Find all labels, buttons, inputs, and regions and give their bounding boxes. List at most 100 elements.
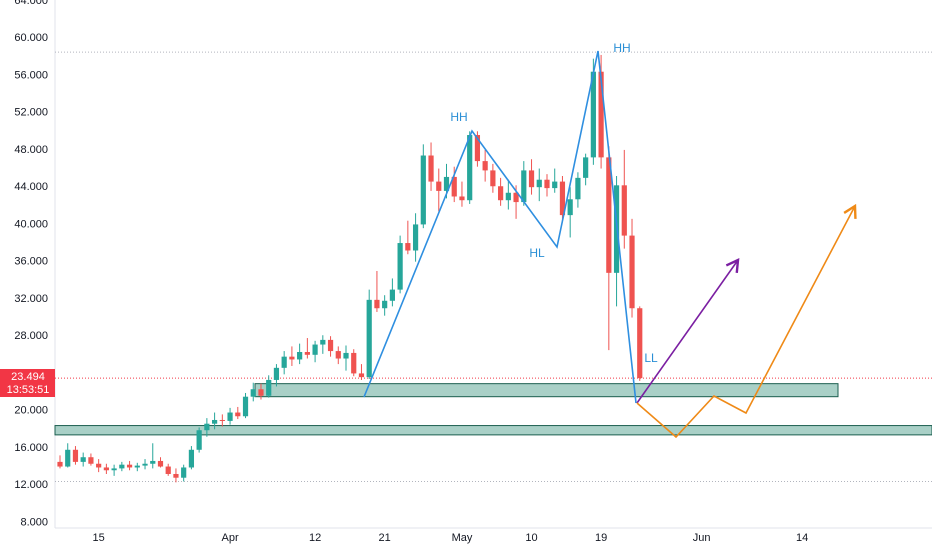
support-zone (254, 383, 839, 398)
candle-body (606, 157, 612, 273)
y-tick-label: 56.000 (14, 69, 48, 81)
candle-body (521, 170, 527, 203)
candle-body (397, 243, 403, 290)
axes: 8.000 12.000 16.000 20.000 28.000 32.000 36.00… (14, 0, 808, 544)
candle-body (188, 449, 195, 468)
candle-body (266, 379, 272, 396)
candle-body (320, 339, 326, 345)
candle-body (351, 352, 357, 374)
support-zone (54, 425, 932, 436)
candle-body (544, 179, 550, 189)
candle-body (467, 135, 473, 201)
drawings (363, 50, 857, 439)
candle-body (72, 449, 79, 462)
projection-arrow (636, 258, 740, 404)
y-tick-label: 48.000 (14, 144, 48, 156)
candle-body (119, 464, 125, 469)
x-tick-label: May (452, 532, 473, 544)
candle-body (382, 300, 388, 309)
annotation-label: HL (529, 246, 545, 260)
candle-body (273, 367, 280, 380)
candle-body (343, 352, 349, 359)
candle-body (204, 423, 210, 431)
candle-body (103, 467, 109, 471)
candle-body (250, 389, 256, 397)
candle-body (142, 463, 148, 466)
candle-body (212, 419, 218, 424)
candle-body (358, 373, 365, 378)
x-tick-label: Jun (693, 532, 711, 544)
candle-body (227, 412, 233, 421)
candle-body (80, 457, 86, 462)
y-tick-label: 12.000 (14, 479, 48, 491)
candle-body (96, 463, 102, 468)
y-tick-label: 8.000 (20, 516, 48, 528)
y-tick-label: 20.000 (14, 405, 48, 417)
candle-body (181, 467, 187, 478)
candle-body (505, 192, 511, 201)
candle-body (482, 161, 488, 171)
x-tick-label: 19 (595, 532, 607, 544)
y-tick-label: 36.000 (14, 256, 48, 268)
candle-body (304, 352, 310, 355)
candle-body (559, 181, 566, 216)
y-tick-label: 64.000 (14, 0, 48, 7)
candle-body (443, 176, 450, 191)
x-tick-label: 12 (309, 532, 321, 544)
x-tick-label: Apr (221, 532, 238, 544)
candle-body (335, 351, 341, 359)
last-price: 23.494 (11, 371, 45, 383)
candle-body (536, 179, 542, 188)
countdown: 13:53:51 (7, 384, 50, 396)
candle-body (289, 356, 295, 360)
candle-body (150, 460, 156, 464)
x-tick-label: 14 (796, 532, 808, 544)
candle-body (552, 181, 558, 189)
candle-body (637, 308, 643, 379)
y-tick-label: 32.000 (14, 293, 48, 305)
y-tick-label: 52.000 (14, 107, 48, 119)
annotation-label: HH (450, 110, 467, 124)
candle-body (389, 289, 395, 301)
candle-body (629, 235, 635, 309)
candle-body (459, 196, 465, 201)
candle-body (498, 186, 504, 201)
candle-body (65, 449, 71, 467)
candle-body (420, 155, 426, 225)
candle-body (196, 430, 202, 450)
candle-body (242, 396, 249, 417)
candle-body (126, 464, 133, 468)
candle-body (598, 71, 604, 158)
candle-body (621, 185, 627, 236)
candle-body (327, 339, 334, 352)
annotation-label: LL (644, 351, 658, 365)
projection-path (636, 203, 857, 439)
x-tick-label: 10 (525, 532, 537, 544)
candle-body (258, 389, 264, 396)
candle-body (157, 460, 164, 467)
y-tick-label: 60.000 (14, 32, 48, 44)
candle-body (366, 299, 372, 378)
candle-body (412, 224, 419, 251)
candle-body (428, 155, 434, 182)
y-tick-label: 28.000 (14, 330, 48, 342)
candle-body (567, 199, 573, 216)
candle-body (281, 356, 287, 368)
candle-body (436, 181, 442, 191)
candle-body (405, 243, 411, 251)
candle-body (590, 71, 596, 158)
price-label: 23.494 13:53:51 (0, 369, 55, 397)
candle-body (219, 419, 225, 421)
candle-body (575, 177, 581, 200)
candle-body (165, 466, 171, 474)
candle-body (451, 176, 457, 197)
x-tick-label: 21 (379, 532, 391, 544)
candle-body (513, 192, 519, 203)
candle-body (374, 299, 380, 309)
annotation-label: HH (613, 41, 630, 55)
candle-body (474, 135, 481, 162)
candle-body (297, 352, 303, 360)
price-box (0, 369, 55, 397)
